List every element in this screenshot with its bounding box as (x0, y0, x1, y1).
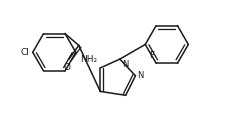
Text: NH₂: NH₂ (80, 55, 97, 64)
Text: N: N (137, 71, 144, 80)
Text: N: N (122, 60, 128, 69)
Text: Cl: Cl (21, 48, 30, 57)
Text: F: F (149, 51, 154, 60)
Text: O: O (63, 63, 70, 72)
